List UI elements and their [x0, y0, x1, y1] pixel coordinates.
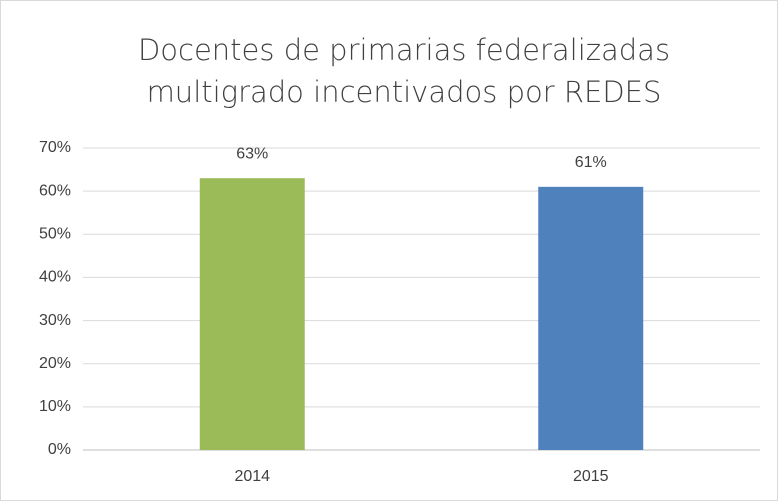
chart-title: multigrado incentivados por REDES — [147, 75, 662, 109]
y-tick-label: 0% — [48, 441, 71, 458]
bar — [538, 186, 644, 451]
chart-title: Docentes de primarias federalizadas — [138, 33, 670, 67]
x-tick-label: 2014 — [234, 468, 270, 485]
bar — [199, 178, 305, 450]
y-tick-label: 50% — [39, 226, 71, 243]
data-label: 63% — [236, 145, 268, 162]
y-tick-label: 30% — [39, 312, 71, 329]
y-tick-label: 70% — [39, 139, 71, 156]
data-label: 61% — [575, 154, 607, 171]
y-tick-label: 20% — [39, 355, 71, 372]
y-tick-label: 10% — [39, 398, 71, 415]
y-tick-label: 60% — [39, 182, 71, 199]
y-tick-label: 40% — [39, 269, 71, 286]
x-tick-label: 2015 — [573, 468, 609, 485]
